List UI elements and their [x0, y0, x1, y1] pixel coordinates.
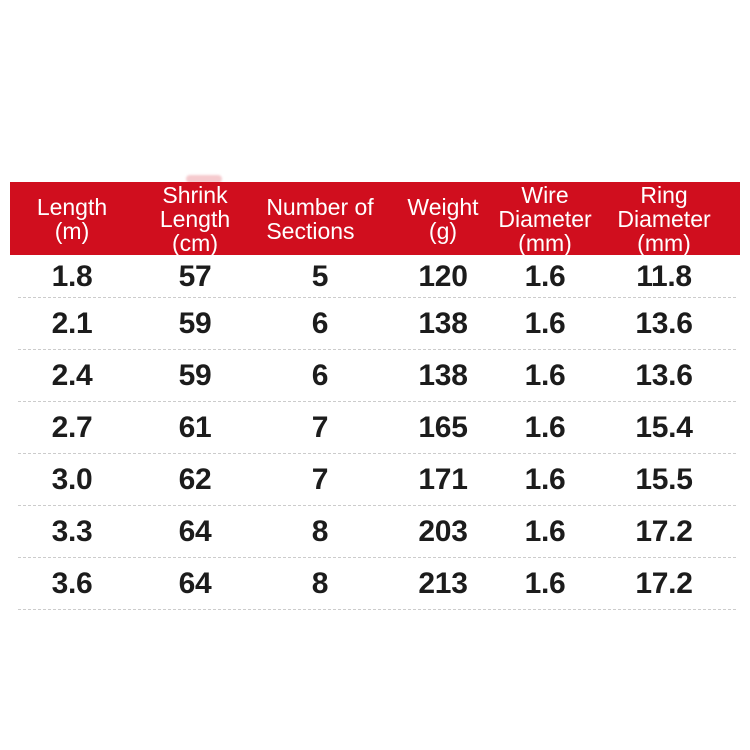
table-cell-sections: 7 — [311, 463, 329, 496]
table-cell-wire-diameter: 1.6 — [524, 515, 566, 548]
row-divider — [18, 505, 736, 506]
row-divider — [18, 401, 736, 402]
column-header-label: Shrink Length (cm) — [159, 181, 231, 256]
table-cell-sections: 6 — [311, 359, 329, 392]
table-cell-sections: 6 — [311, 307, 329, 340]
header-top-artifact — [186, 175, 222, 183]
column-header-length: Length (m) — [10, 182, 134, 255]
table-cell-weight: 120 — [418, 259, 468, 293]
table-cell-ring-diameter: 17.2 — [635, 567, 693, 600]
table-cell-ring-diameter: 15.4 — [635, 411, 693, 444]
column-header-ring-diameter: Ring Diameter (mm) — [588, 182, 740, 255]
table-cell-length: 3.6 — [51, 567, 93, 600]
column-header-label: Number of Sections — [266, 193, 374, 244]
table-cell-shrink-length: 59 — [178, 359, 212, 392]
table-header-row: Length (m) Shrink Length (cm) Number of … — [10, 182, 740, 255]
table-cell-wire-diameter: 1.6 — [524, 567, 566, 600]
table-cell-ring-diameter: 13.6 — [635, 359, 693, 392]
table-cell-wire-diameter: 1.6 — [524, 463, 566, 496]
table-cell-length: 3.3 — [51, 515, 93, 548]
table-row: 3.6 64 8 213 1.6 17.2 — [10, 558, 740, 610]
table-row: 3.0 62 7 171 1.6 15.5 — [10, 454, 740, 506]
table-cell-shrink-length: 57 — [178, 259, 212, 293]
table-cell-shrink-length: 62 — [178, 463, 212, 496]
table-cell-shrink-length: 59 — [178, 307, 212, 340]
table-cell-sections: 8 — [311, 567, 329, 600]
table-cell-weight: 138 — [418, 307, 468, 340]
table-cell-ring-diameter: 17.2 — [635, 515, 693, 548]
table-cell-wire-diameter: 1.6 — [524, 411, 566, 444]
table-cell-sections: 8 — [311, 515, 329, 548]
table-cell-length: 2.4 — [51, 359, 93, 392]
table-cell-wire-diameter: 1.6 — [524, 359, 566, 392]
table-cell-weight: 138 — [418, 359, 468, 392]
table-cell-length: 1.8 — [51, 259, 93, 293]
table-cell-length: 3.0 — [51, 463, 93, 496]
table-row: 2.4 59 6 138 1.6 13.6 — [10, 350, 740, 402]
row-divider — [18, 453, 736, 454]
table-cell-weight: 213 — [418, 567, 468, 600]
table-cell-weight: 203 — [418, 515, 468, 548]
spec-table: Length (m) Shrink Length (cm) Number of … — [10, 182, 740, 610]
table-cell-wire-diameter: 1.6 — [524, 259, 566, 293]
table-cell-sections: 5 — [311, 259, 329, 293]
table-cell-ring-diameter: 11.8 — [636, 259, 692, 293]
table-cell-sections: 7 — [311, 411, 329, 444]
column-header-label: Ring Diameter (mm) — [617, 181, 711, 256]
column-header-label: Length (m) — [36, 193, 108, 244]
row-divider — [18, 349, 736, 350]
column-header-wire-diameter: Wire Diameter (mm) — [498, 182, 591, 255]
row-divider — [18, 609, 736, 610]
table-row: 2.1 59 6 138 1.6 13.6 — [10, 298, 740, 350]
column-header-shrink-length: Shrink Length (cm) — [134, 182, 256, 255]
table-cell-shrink-length: 64 — [178, 567, 212, 600]
table-cell-ring-diameter: 15.5 — [635, 463, 693, 496]
table-row: 1.8 57 5 120 1.6 11.8 — [10, 255, 740, 298]
column-header-weight: Weight (g) — [384, 182, 502, 255]
table-cell-shrink-length: 61 — [178, 411, 212, 444]
column-header-label: Weight (g) — [407, 193, 479, 244]
table-row: 3.3 64 8 203 1.6 17.2 — [10, 506, 740, 558]
table-cell-shrink-length: 64 — [178, 515, 212, 548]
table-cell-length: 2.7 — [51, 411, 93, 444]
column-header-number-of-sections: Number of Sections — [256, 182, 384, 255]
table-cell-weight: 171 — [418, 463, 468, 496]
table-cell-length: 2.1 — [51, 307, 93, 340]
table-cell-weight: 165 — [418, 411, 468, 444]
row-divider — [18, 297, 736, 298]
row-divider — [18, 557, 736, 558]
column-header-label: Wire Diameter (mm) — [498, 181, 592, 256]
table-row: 2.7 61 7 165 1.6 15.4 — [10, 402, 740, 454]
table-cell-ring-diameter: 13.6 — [635, 307, 693, 340]
table-cell-wire-diameter: 1.6 — [524, 307, 566, 340]
